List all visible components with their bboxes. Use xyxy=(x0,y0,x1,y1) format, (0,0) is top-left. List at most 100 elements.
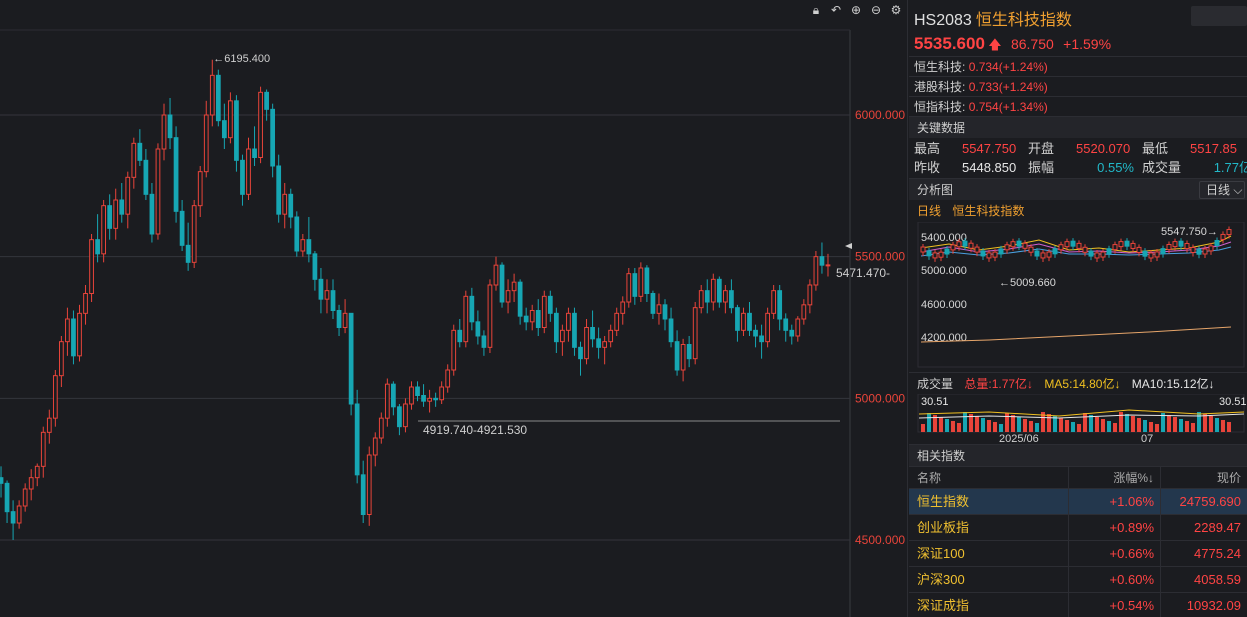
volume-bar xyxy=(1113,423,1117,432)
candle-body xyxy=(807,284,813,306)
volume-title: 成交量 xyxy=(917,377,954,391)
search-box[interactable] xyxy=(1191,6,1247,26)
candle-body xyxy=(433,397,438,401)
row-name: 恒生指数 xyxy=(909,489,1069,514)
volume-bar xyxy=(999,424,1003,432)
candle-body xyxy=(131,142,137,178)
candle-body xyxy=(264,91,269,110)
volume-bar xyxy=(1167,415,1171,432)
zoom-in-icon[interactable]: ⊕ xyxy=(850,3,862,17)
mini-candle-body xyxy=(962,240,968,247)
candle-body xyxy=(258,91,263,158)
col-price[interactable]: 现价 xyxy=(1216,471,1241,485)
related-value: 0.754(+1.34%) xyxy=(968,100,1048,114)
table-row[interactable]: 沪深300 +0.60% 4058.59 xyxy=(909,566,1247,592)
mini-low-label: ←5009.660 xyxy=(999,277,1056,289)
table-row[interactable]: 创业板指 +0.89% 2289.47 xyxy=(909,514,1247,540)
candle-body xyxy=(197,171,203,207)
index-table-header: 名称 涨幅%↓ 现价 xyxy=(909,466,1247,488)
kline-svg[interactable]: 6000.000 5500.000 5000.000 4500.000 ←6195.40… xyxy=(0,0,908,617)
col-name[interactable]: 名称 xyxy=(909,467,1069,488)
mini-kline-chart[interactable]: 5400.0005000.0004600.0004200.0005547.750… xyxy=(909,222,1247,372)
candle-body xyxy=(46,417,52,433)
chart-toolbar: 🔒︎ ↶ ⊕ ⊖ ⚙ xyxy=(809,3,903,17)
candle-body xyxy=(95,239,100,255)
quote-header: HS2083 恒生科技指数 5535.600 🡅 86.750 +1.59% xyxy=(909,0,1247,56)
mini-candle-body xyxy=(968,242,974,249)
undo-icon[interactable]: ↶ xyxy=(830,3,842,17)
mini-name: 恒生科技指数 xyxy=(952,204,1025,218)
related-etf-row[interactable]: 恒生科技: 0.734(+1.24%) xyxy=(909,56,1247,76)
main-kline-chart[interactable]: 6000.000 5500.000 5000.000 4500.000 ←6195.40… xyxy=(0,0,908,617)
mini-candle-body xyxy=(986,252,992,259)
mini-candle-body xyxy=(1172,241,1178,248)
candle-body xyxy=(240,159,245,195)
price-line: 5535.600 🡅 86.750 +1.59% xyxy=(914,34,1247,58)
mini-candle-body xyxy=(1214,240,1220,247)
mini-candle-body xyxy=(980,250,986,257)
mini-candle-body xyxy=(944,248,950,255)
table-row[interactable]: 深证100 +0.66% 4775.24 xyxy=(909,540,1247,566)
volume-bar xyxy=(1011,415,1015,432)
mini-candle-body xyxy=(938,251,944,258)
volume-bar xyxy=(1185,421,1189,432)
candle-body xyxy=(246,148,251,195)
volume-bar xyxy=(1053,416,1057,432)
period-select[interactable]: 日线 ⌵ xyxy=(1199,181,1245,199)
volume-bar xyxy=(927,413,931,432)
volume-bar xyxy=(1119,412,1123,432)
key-data-grid: 最高 5547.750 开盘 5520.070 最低 5517.85 昨收 54… xyxy=(909,138,1247,178)
candle-body xyxy=(789,329,795,337)
candle-body xyxy=(300,239,306,252)
candle-body xyxy=(457,329,463,343)
col-pct[interactable]: 涨幅%↓ xyxy=(1069,467,1161,488)
table-row[interactable]: 恒生指数 +1.06% 24759.690 xyxy=(909,488,1247,514)
lock-icon[interactable]: 🔒︎ xyxy=(812,3,820,17)
candle-body xyxy=(348,312,354,405)
candle-body xyxy=(294,216,300,252)
candle-body xyxy=(113,199,119,229)
volume-bar xyxy=(1071,422,1075,432)
candle-body xyxy=(276,165,282,215)
mini-candle-body xyxy=(1154,251,1160,258)
related-etf-row[interactable]: 港股科技: 0.733(+1.24%) xyxy=(909,76,1247,96)
mini-candle-body xyxy=(1016,240,1022,247)
candle-body xyxy=(173,137,179,212)
candle-body xyxy=(203,114,209,173)
zoom-out-icon[interactable]: ⊖ xyxy=(870,3,882,17)
candle-body xyxy=(553,312,559,343)
candle-body xyxy=(101,205,107,255)
gap-annotation: 4919.740-4921.530 xyxy=(423,423,527,437)
volume-bar xyxy=(1083,413,1087,432)
candle-body xyxy=(686,344,692,360)
candle-body xyxy=(34,465,40,479)
candle-body xyxy=(656,304,662,314)
candle-body xyxy=(59,341,64,377)
related-etf-row[interactable]: 恒指科技: 0.754(+1.34%) xyxy=(909,96,1247,116)
volume-bar xyxy=(945,419,949,432)
y-tick-label: 5000.000 xyxy=(855,391,905,405)
table-row[interactable]: 深证成指 +0.54% 10932.09 xyxy=(909,592,1247,617)
candle-body xyxy=(89,239,94,295)
candle-body xyxy=(391,383,396,408)
candle-body xyxy=(421,395,426,402)
candle-body xyxy=(487,284,493,348)
mini-candle-body xyxy=(1208,245,1214,252)
gear-icon[interactable]: ⚙ xyxy=(890,3,902,17)
row-pct: +0.60% xyxy=(1069,567,1161,592)
volume-chart[interactable]: 30.51 30.51 2025/06 07 xyxy=(909,394,1247,444)
amplitude-label: 振幅 xyxy=(1028,160,1055,175)
vol-left-value: 30.51 xyxy=(921,396,949,408)
high-annotation: ←6195.400 xyxy=(213,53,270,65)
candle-body xyxy=(529,310,535,323)
candle-body xyxy=(566,312,571,331)
candle-body xyxy=(167,114,173,139)
volume-bar xyxy=(1215,418,1219,432)
candle-body xyxy=(753,329,758,337)
candle-body xyxy=(698,290,704,309)
volume-bar xyxy=(1221,420,1225,432)
volume-bar xyxy=(1227,422,1231,432)
volume-bar xyxy=(1059,418,1063,432)
mini-candle-body xyxy=(1196,248,1202,255)
high-value: 5547.750 xyxy=(962,141,1017,156)
